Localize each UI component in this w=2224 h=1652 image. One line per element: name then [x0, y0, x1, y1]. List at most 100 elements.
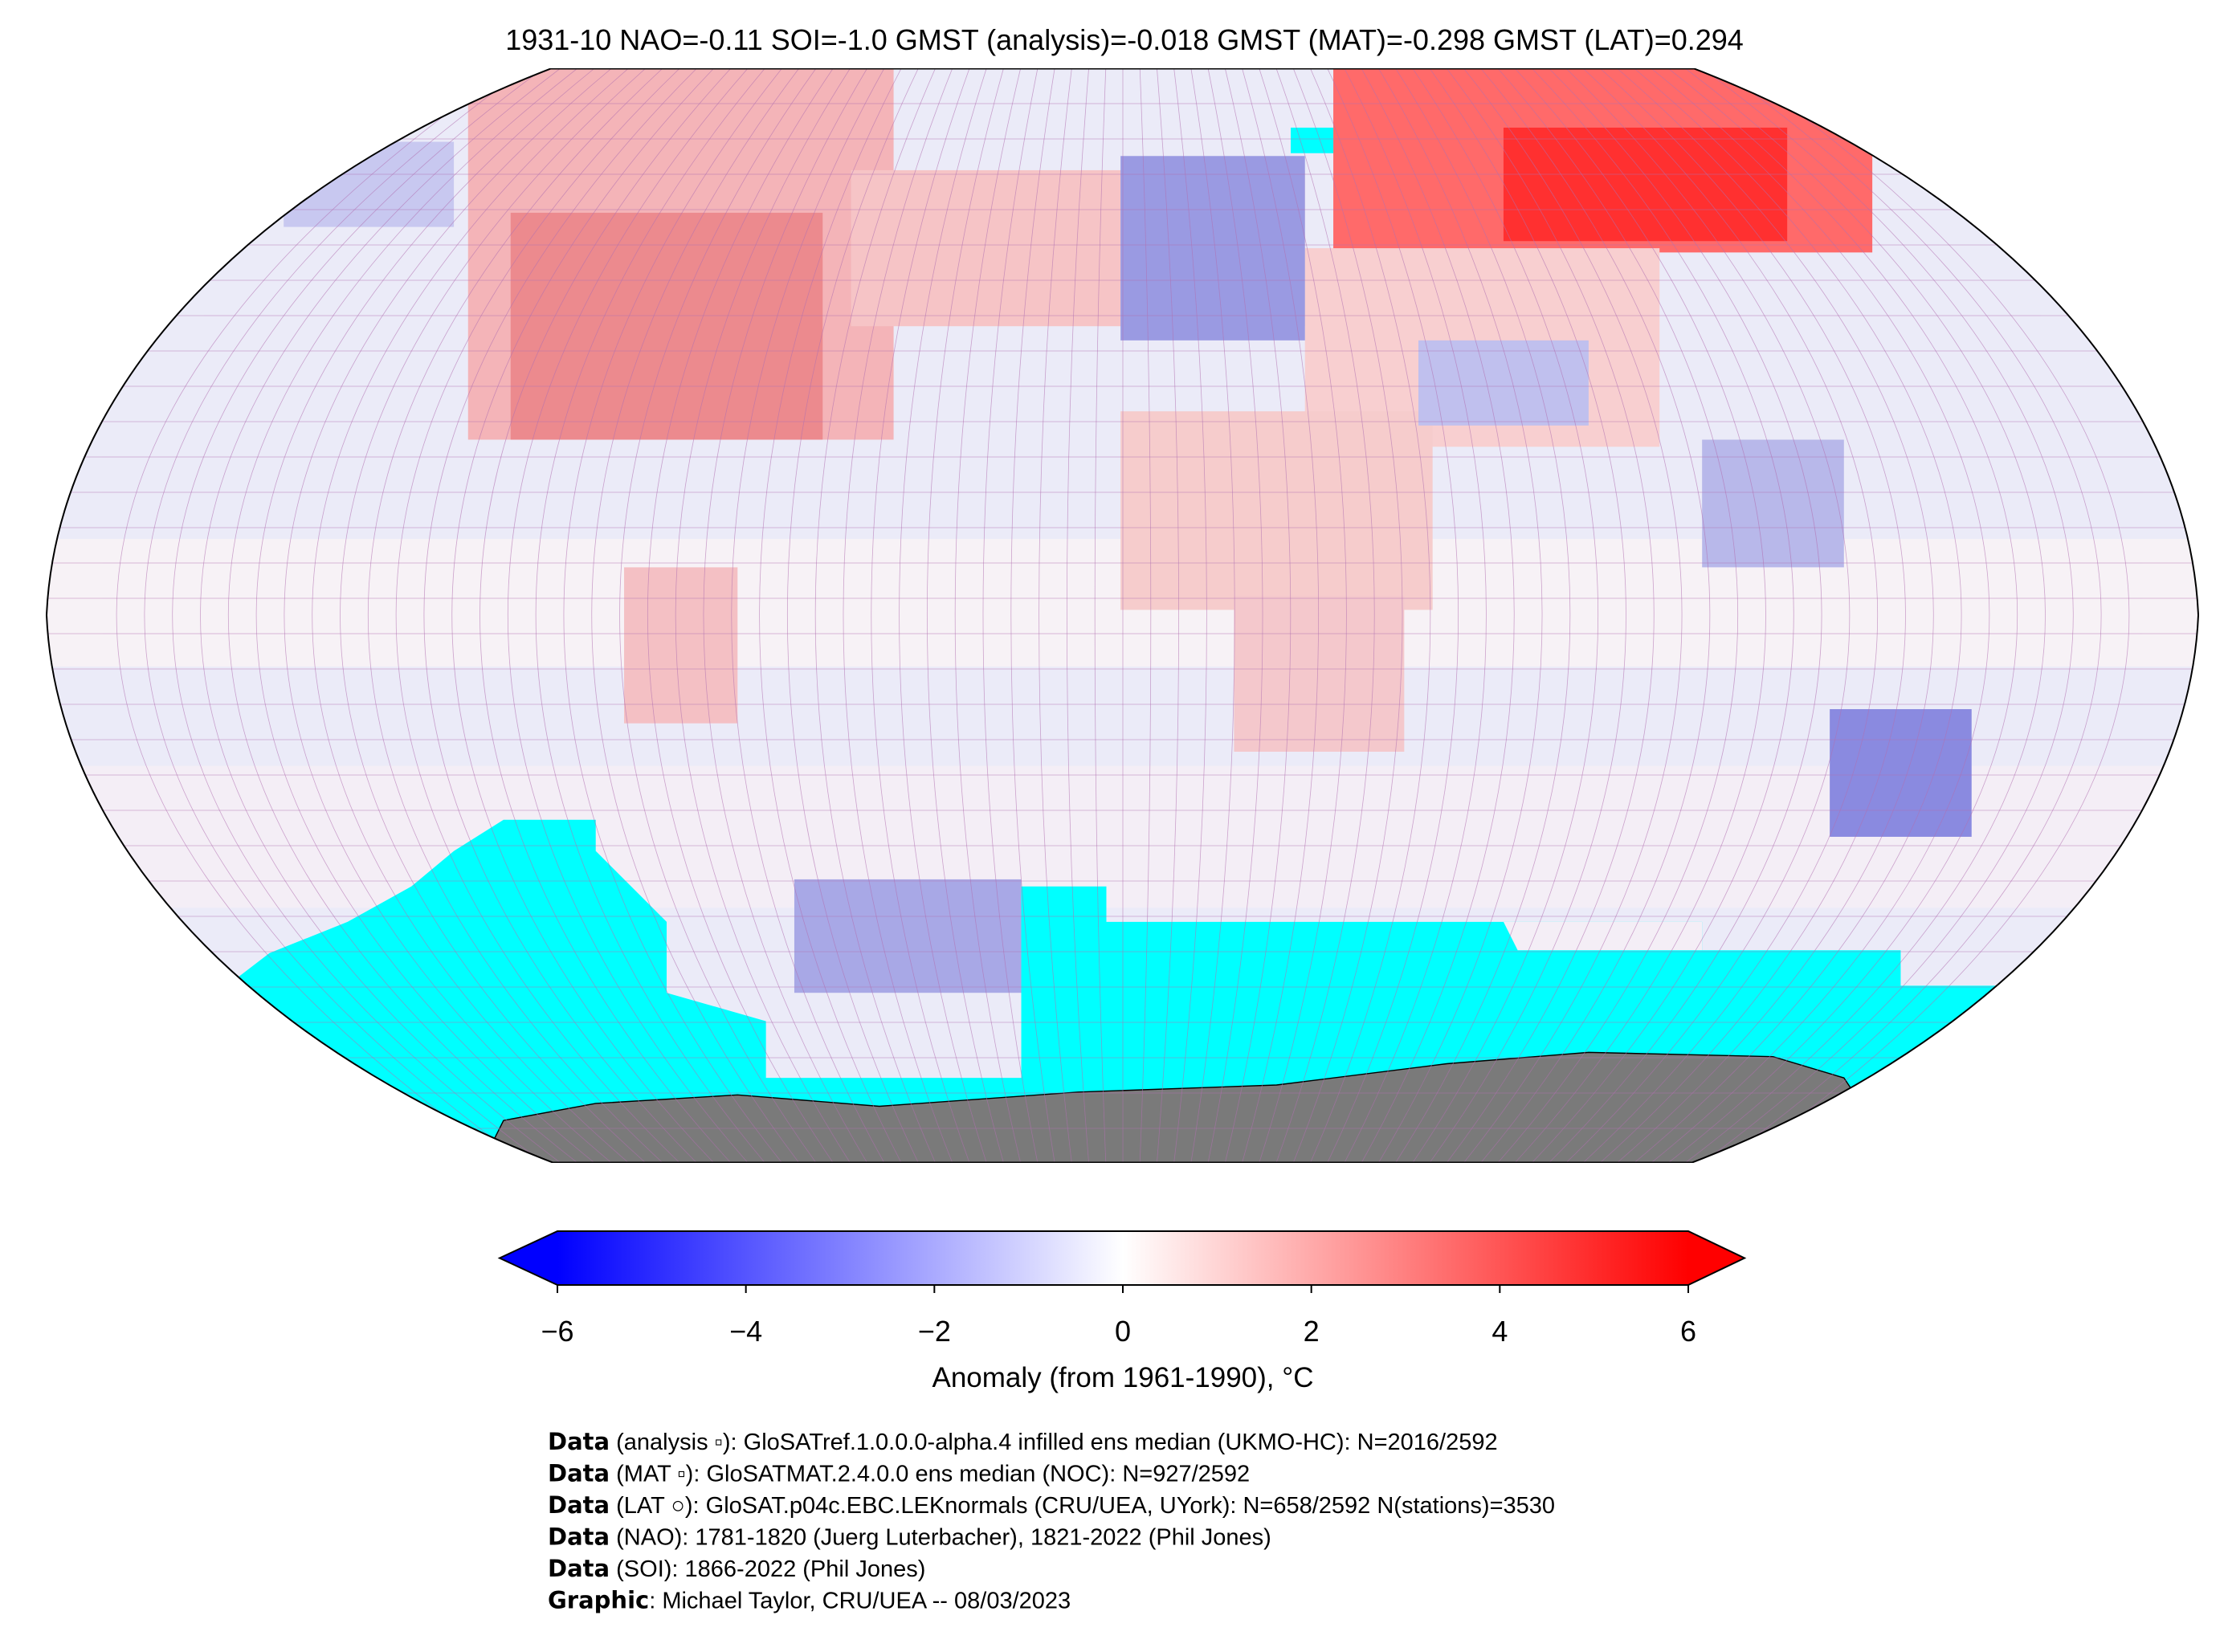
- colorbar-tick-label: 6: [1680, 1315, 1696, 1348]
- grid-line: [1139, 68, 1152, 1163]
- footer-line: Graphic: Michael Taylor, CRU/UEA -- 08/0…: [548, 1587, 1071, 1614]
- grid-line: [731, 68, 885, 1163]
- grid-line: [647, 68, 834, 1163]
- grid-line: [1617, 68, 1934, 1163]
- grid-line: [1067, 68, 1089, 1163]
- grid-line: [1344, 68, 1487, 1163]
- footer-text: (SOI): 1866-2022 (Phil Jones): [610, 1556, 925, 1582]
- anomaly-region: [794, 879, 1022, 993]
- grid-line: [1463, 68, 1683, 1163]
- grid-line: [982, 68, 1039, 1163]
- grid-line: [1497, 68, 1738, 1163]
- colorbar-arrow: [1688, 1231, 1745, 1285]
- grid-line: [423, 68, 697, 1163]
- grid-line: [1039, 68, 1072, 1163]
- grid-line: [675, 68, 851, 1163]
- grid-line: [227, 68, 578, 1163]
- anomaly-region: [1234, 595, 1405, 752]
- footer-bold: Data: [548, 1555, 610, 1582]
- grid-line: [1395, 68, 1571, 1163]
- grid-line: [1651, 68, 1990, 1163]
- grid-line: [312, 68, 629, 1163]
- grid-line: [1094, 68, 1107, 1163]
- footer-line: Data (LAT ○): GloSAT.p04c.EBC.LEKnormals…: [548, 1491, 1555, 1519]
- grid-line: [787, 68, 919, 1163]
- colorbar-tick-label: −4: [729, 1315, 762, 1348]
- grid-line: [479, 68, 732, 1163]
- colorbar: −6 −4 −2 0 2 4 6: [497, 1230, 1747, 1348]
- grid-line: [619, 68, 817, 1163]
- grid-line: [1207, 68, 1263, 1163]
- footer-text: (MAT ▫): GloSATMAT.2.4.0.0 ens median (N…: [610, 1462, 1250, 1487]
- grid-line: [1549, 68, 1822, 1163]
- grid-line: [1377, 68, 1543, 1163]
- footer-bold: Data: [548, 1428, 610, 1455]
- grid-line: [814, 68, 936, 1163]
- grid-line: [1667, 68, 2018, 1163]
- anomaly-region: [1120, 411, 1433, 610]
- anomaly-region: [1418, 340, 1589, 426]
- colorbar-body: [557, 1231, 1688, 1285]
- grid-line: [1599, 68, 1906, 1163]
- colorbar-tick-label: 2: [1304, 1315, 1320, 1348]
- footer-text: (NAO): 1781-1820 (Juerg Luterbacher), 18…: [610, 1525, 1271, 1551]
- grid-line: [1719, 68, 2102, 1163]
- grid-line: [1173, 68, 1207, 1163]
- grid-line: [1736, 68, 2130, 1163]
- grid-line: [1010, 68, 1055, 1163]
- footer-bold: Graphic: [548, 1587, 649, 1614]
- grid-line: [1292, 68, 1403, 1163]
- grid-line: [340, 68, 647, 1163]
- anomaly-region: [284, 141, 455, 227]
- anomaly-region: [1830, 709, 1972, 837]
- grid-line: [116, 68, 510, 1163]
- anomaly-region: [1503, 921, 1703, 951]
- grid-line: [1480, 68, 1711, 1163]
- grid-line: [395, 68, 680, 1163]
- colorbar-tick-label: −2: [918, 1315, 951, 1348]
- grid-line: [871, 68, 970, 1163]
- grid-line: [1224, 68, 1292, 1163]
- anomaly-region: [1120, 156, 1305, 341]
- colorbar-tick-label: −6: [541, 1315, 573, 1348]
- grid-line: [1684, 68, 2046, 1163]
- grid-line: [172, 68, 544, 1163]
- grid-line: [563, 68, 782, 1163]
- grid-line: [1565, 68, 1851, 1163]
- grid-line: [591, 68, 800, 1163]
- grid-line: [1702, 68, 2074, 1163]
- grid-line: [535, 68, 765, 1163]
- grid-line: [1361, 68, 1515, 1163]
- colorbar-label: Anomaly (from 1961-1990), °C: [932, 1362, 1313, 1393]
- colorbar-tick-label: 0: [1115, 1315, 1131, 1348]
- grid-line: [144, 68, 527, 1163]
- grid-line: [703, 68, 868, 1163]
- no-data-region: [1291, 127, 1334, 153]
- footer-line: Data (analysis ▫): GloSATref.1.0.0.0-alp…: [548, 1428, 1498, 1455]
- grid-line: [255, 68, 595, 1163]
- grid-line: [926, 68, 1004, 1163]
- grid-line: [954, 68, 1022, 1163]
- colorbar-arrow: [500, 1231, 557, 1285]
- anomaly-region: [510, 212, 823, 440]
- grid-line: [1531, 68, 1794, 1163]
- grid-line: [451, 68, 715, 1163]
- map-border: [45, 68, 2200, 1163]
- footer-line: Data (MAT ▫): GloSATMAT.2.4.0.0 ens medi…: [548, 1460, 1250, 1487]
- grid-line: [1582, 68, 1878, 1163]
- anomaly-region: [47, 539, 2198, 667]
- grid-line: [1327, 68, 1459, 1163]
- grid-line: [899, 68, 987, 1163]
- footer-line: Data (SOI): 1866-2022 (Phil Jones): [548, 1555, 925, 1582]
- title: 1931-10 NAO=-0.11 SOI=-1.0 GMST (analysi…: [505, 23, 1744, 56]
- grid-line: [1190, 68, 1235, 1163]
- footer: Data (analysis ▫): GloSATref.1.0.0.0-alp…: [548, 1428, 1555, 1614]
- grid-line: [1429, 68, 1626, 1163]
- grid-line: [200, 68, 561, 1163]
- grid-line: [1412, 68, 1599, 1163]
- anomaly-region: [1702, 439, 1844, 568]
- grid-line: [1259, 68, 1347, 1163]
- footer-text: : Michael Taylor, CRU/UEA -- 08/03/2023: [649, 1589, 1071, 1614]
- anomaly-region: [624, 567, 738, 724]
- grid-line: [1157, 68, 1179, 1163]
